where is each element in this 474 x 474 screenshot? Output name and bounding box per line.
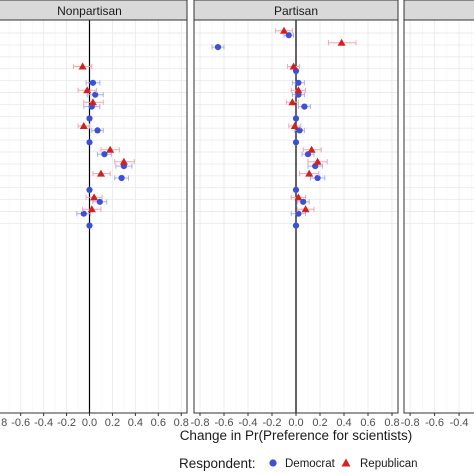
democrat-point <box>96 198 103 205</box>
x-tick-label: 0.0 <box>82 417 97 429</box>
republican-point <box>79 122 88 129</box>
democrat-point <box>314 174 321 182</box>
democrat-point <box>292 186 300 193</box>
democrat-point <box>292 139 300 146</box>
republican-point <box>305 169 314 177</box>
x-tick-label: -0.4 <box>34 417 53 429</box>
x-tick-label: 0.8 <box>384 417 399 429</box>
x-tick-label: 0.0 <box>288 417 303 429</box>
republican-point <box>290 122 299 129</box>
x-tick-label: -0.2 <box>57 417 76 429</box>
x-tick-label: 0.6 <box>151 417 166 429</box>
republican-point <box>88 98 97 106</box>
x-tick-label: 0.2 <box>105 417 120 429</box>
democrat-point <box>118 174 125 182</box>
facet-strip <box>403 0 474 21</box>
democrat-point <box>86 115 93 122</box>
democrat-point <box>292 222 300 229</box>
republican-point <box>307 145 316 153</box>
republican-point <box>313 157 322 165</box>
x-tick-label: 0.4 <box>128 417 143 429</box>
panel-border <box>403 19 474 414</box>
legend-republican-key <box>341 458 351 467</box>
democrat-point <box>292 115 300 122</box>
legend-democrat-label: Democrat <box>285 458 336 470</box>
republican-point <box>301 205 310 213</box>
republican-point <box>294 86 303 94</box>
panel-background <box>0 20 187 413</box>
republican-point <box>83 86 92 94</box>
legend-republican-label: Republican <box>360 458 418 470</box>
x-axis-title: Change in Pr(Preference for scientists) <box>180 428 413 443</box>
x-tick-label: -0.8 <box>0 417 7 429</box>
republican-point <box>294 193 303 201</box>
x-tick-label: -0.6 <box>11 417 30 429</box>
democrat-point <box>101 151 108 158</box>
x-tick-label: -0.6 <box>425 417 444 429</box>
democrat-point <box>86 139 93 146</box>
republican-point <box>90 193 99 201</box>
x-tick-label: 0.4 <box>336 417 351 429</box>
republican-point <box>106 145 115 153</box>
x-tick-label: -0.4 <box>239 417 258 429</box>
democrat-point <box>89 79 97 86</box>
x-tick-label: -0.8 <box>191 417 210 429</box>
democrat-point <box>86 222 93 229</box>
facet-panel: -0.8-0.6-0.4-0.20.00.20.40.60.8 <box>401 0 474 429</box>
legend-title: Respondent: <box>179 456 256 471</box>
democrat-point <box>80 210 87 217</box>
x-tick-label: 0.8 <box>174 417 189 429</box>
facet-strip-label: Partisan <box>274 4 318 18</box>
democrat-point <box>86 186 93 193</box>
x-tick-label: 0.2 <box>312 417 327 429</box>
democrat-point <box>295 210 302 217</box>
x-tick-label: -0.6 <box>215 417 234 429</box>
facet-panel: Nonpartisan -0.8 -0.6 -0.4 -0.2 0.0 0.2 0.4 0.6 0… <box>0 0 189 429</box>
facet-strip-label: Nonpartisan <box>57 4 122 18</box>
x-tick-label: -0.2 <box>263 417 282 429</box>
panel-background <box>404 20 474 413</box>
x-tick-label: 0.6 <box>360 417 375 429</box>
democrat-point <box>92 91 99 98</box>
x-tick-label: -0.4 <box>450 417 469 429</box>
facet-panels: Nonpartisan -0.8 -0.6 -0.4 -0.2 0.0 0.2 0.4 0.6 0… <box>0 0 474 429</box>
republican-point <box>289 62 298 70</box>
republican-point <box>280 26 288 34</box>
democrat-point <box>94 127 101 134</box>
legend-democrat-key <box>269 459 277 467</box>
republican-point <box>337 38 346 46</box>
democrat-point <box>214 44 222 51</box>
democrat-point <box>295 79 302 86</box>
facet-panel: Partisan -0.8 -0.6 -0.4 -0.2 0.0 0.2 0.4 0.6 0.8 <box>191 0 400 429</box>
republican-point <box>87 205 96 213</box>
republican-point <box>119 157 128 165</box>
republican-point <box>78 62 87 70</box>
republican-point <box>288 98 297 106</box>
x-tick-label: -0.8 <box>401 417 420 429</box>
democrat-point <box>301 103 308 110</box>
legend: Respondent: Democrat Republican <box>179 456 418 471</box>
republican-point <box>96 169 105 177</box>
